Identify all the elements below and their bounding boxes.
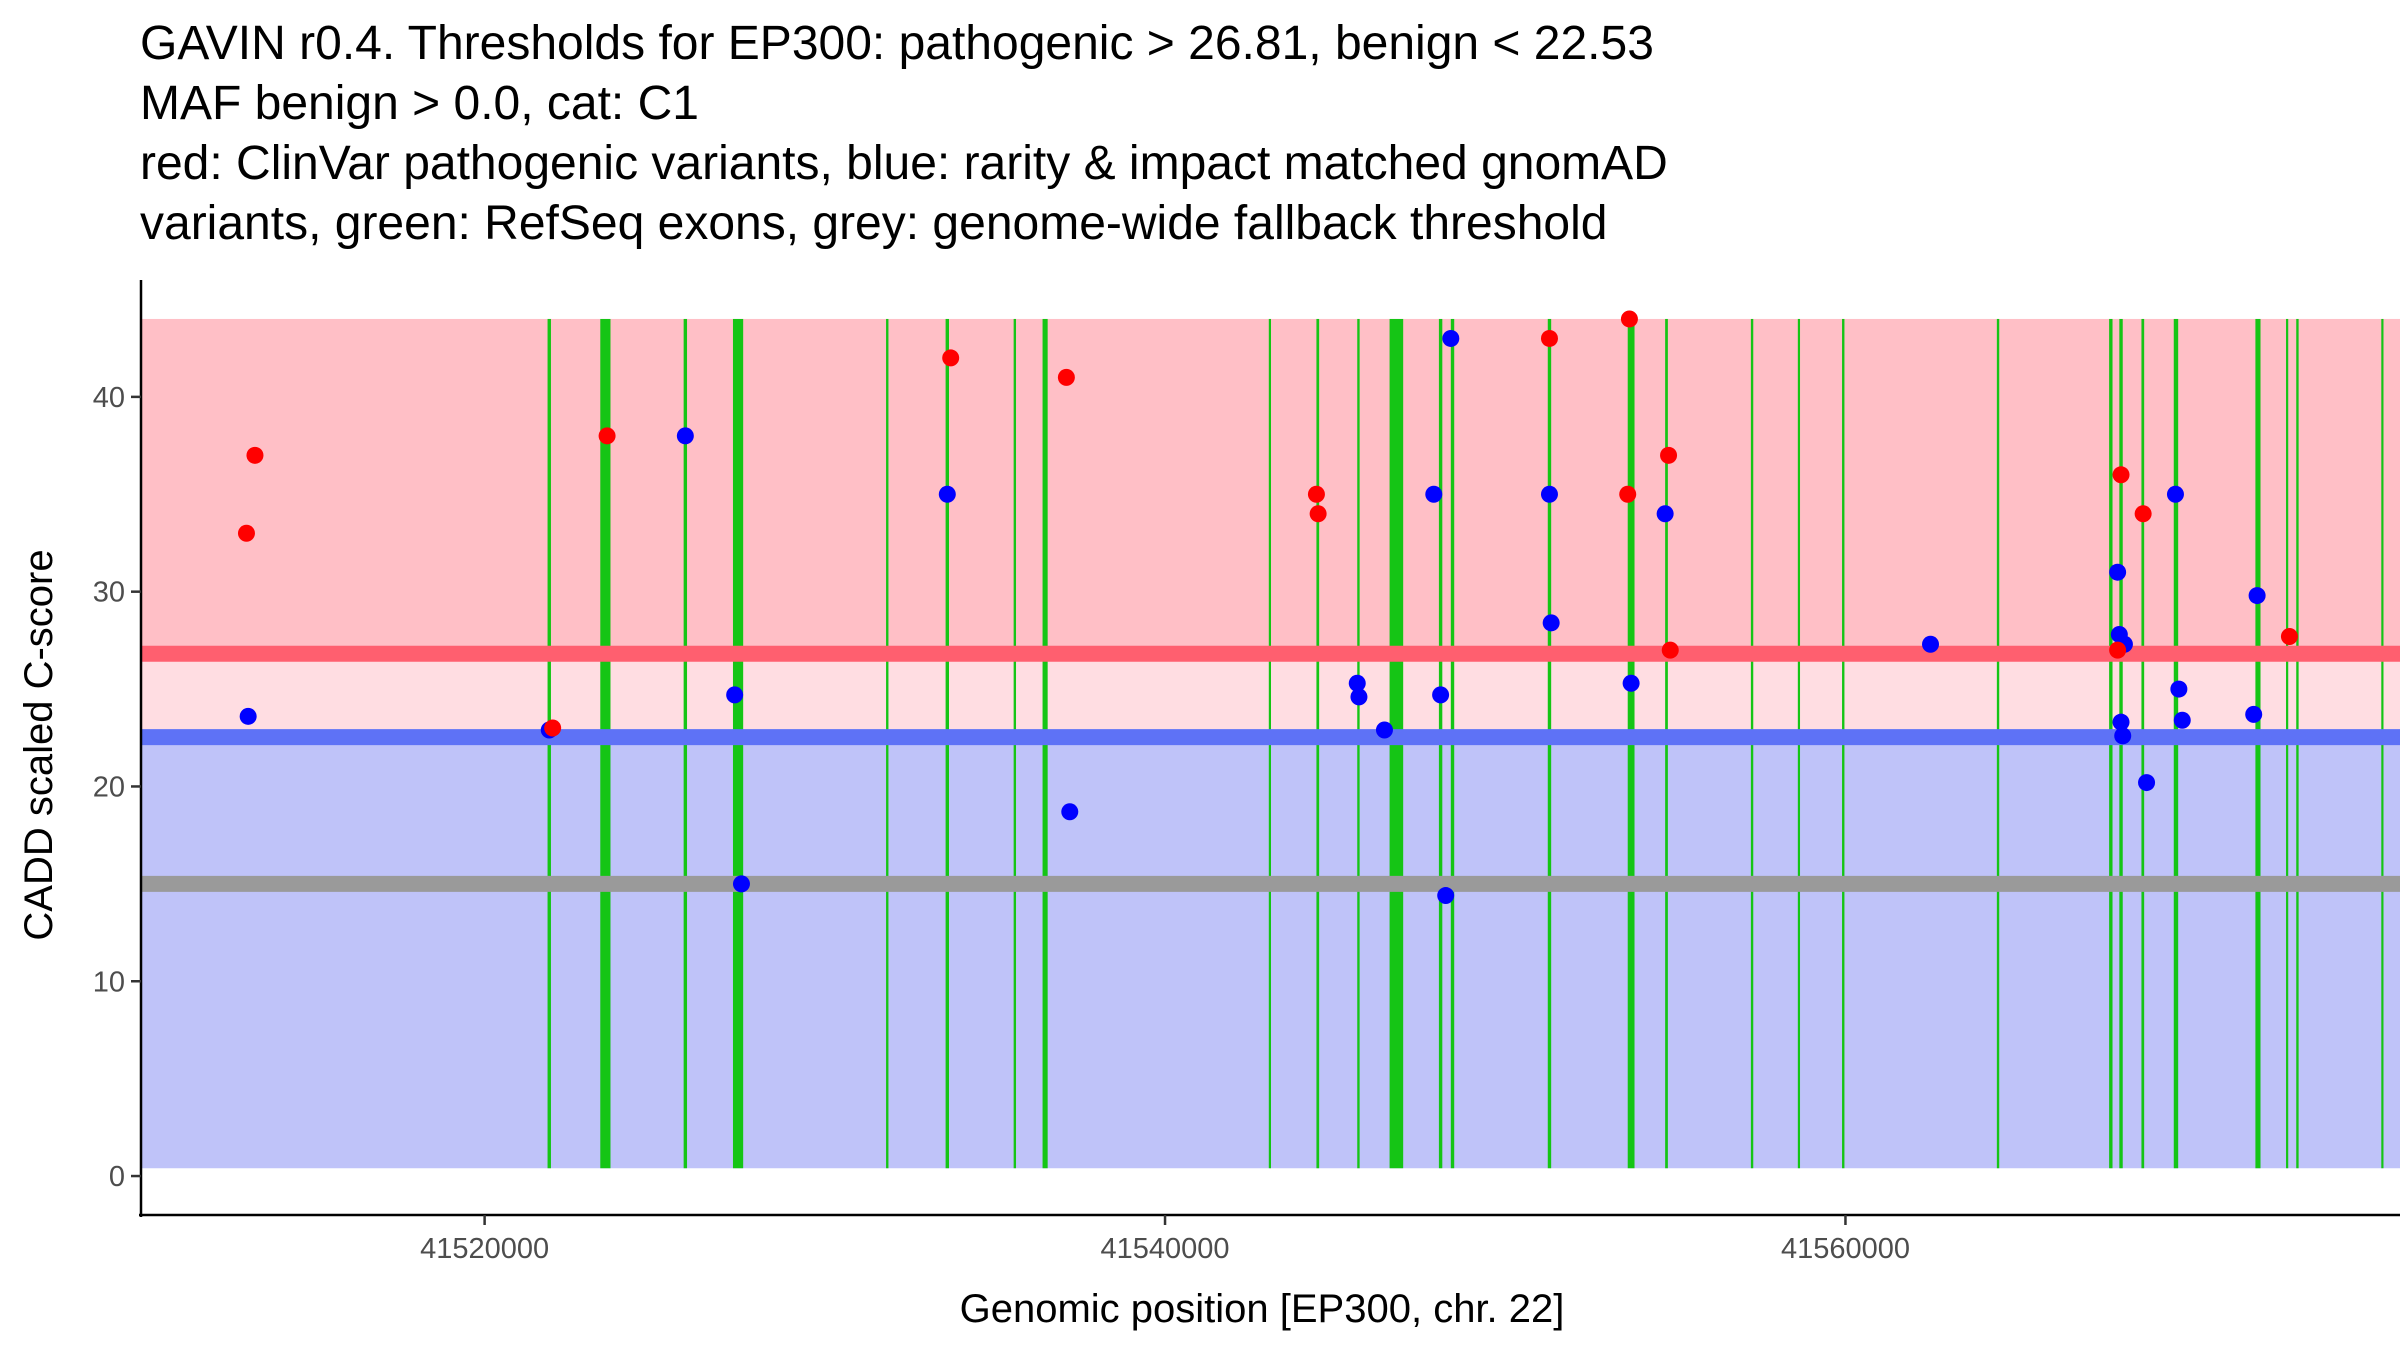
gnomad-variant-point	[2173, 711, 2191, 729]
y-axis-title: CADD scaled C-score	[17, 549, 61, 940]
title-line-3: red: ClinVar pathogenic variants, blue: …	[140, 137, 1668, 190]
y-tick-label: 20	[93, 771, 125, 803]
clinvar-variant-point	[2280, 627, 2298, 645]
gnomad-variant-point	[2170, 680, 2188, 698]
gnomad-variant-point	[2138, 774, 2156, 792]
clinvar-variant-point	[1307, 485, 1325, 503]
clinvar-variant-point	[544, 719, 562, 737]
gnomad-variant-point	[239, 707, 257, 725]
clinvar-variant-point	[1057, 368, 1075, 386]
gnomad-variant-point	[2245, 705, 2263, 723]
axes	[139, 280, 2400, 1217]
title-line-4: variants, green: RefSeq exons, grey: gen…	[140, 197, 1608, 250]
gnomad-variant-point	[1542, 614, 1560, 632]
gnomad-variant-point	[1922, 635, 1940, 653]
clinvar-variant-point	[2109, 641, 2127, 659]
y-tick-label: 0	[109, 1161, 125, 1193]
x-tick-label: 41560000	[1781, 1233, 1910, 1265]
clinvar-variant-point	[2134, 505, 2152, 523]
clinvar-variant-point	[246, 446, 264, 464]
gnomad-variant-point	[1425, 485, 1443, 503]
clinvar-variant-point	[1309, 505, 1327, 523]
gnomad-variant-point	[1348, 674, 1366, 692]
clinvar-variant-point	[1540, 329, 1558, 347]
gnomad-variant-point	[732, 875, 750, 893]
gnomad-variant-point	[1375, 721, 1393, 739]
clinvar-variant-point	[237, 524, 255, 542]
gnomad-variant-point	[1622, 674, 1640, 692]
gnomad-variant-point	[726, 686, 744, 704]
gnomad-variant-point	[1540, 485, 1558, 503]
title-line-1: GAVIN r0.4. Thresholds for EP300: pathog…	[140, 17, 1654, 70]
x-axis-title: Genomic position [EP300, chr. 22]	[960, 1287, 1565, 1331]
clinvar-variant-point	[1660, 446, 1678, 464]
clinvar-variant-point	[598, 427, 616, 445]
gnomad-variant-point	[1061, 803, 1079, 821]
title-line-2: MAF benign > 0.0, cat: C1	[140, 77, 699, 130]
gnomad-variant-point	[2114, 727, 2132, 745]
gnomad-variant-point	[1432, 686, 1450, 704]
chart-title: GAVIN r0.4. Thresholds for EP300: pathog…	[140, 14, 2340, 254]
x-tick-label: 41540000	[1101, 1233, 1230, 1265]
threshold-lines	[141, 645, 2400, 892]
y-tick-label: 40	[93, 382, 125, 414]
clinvar-variant-point	[2112, 466, 2130, 484]
gnomad-variant-point	[2112, 713, 2130, 731]
gnomad-variant-point	[2109, 563, 2127, 581]
clinvar-variant-point	[1619, 485, 1637, 503]
gnomad-variant-point	[1442, 329, 1460, 347]
clinvar-variant-point	[1661, 641, 1679, 659]
gnomad-variant-point	[938, 485, 956, 503]
clinvar-variant-point	[942, 349, 960, 367]
y-tick-label: 30	[93, 577, 125, 609]
gnomad-variant-point	[2248, 587, 2266, 605]
gnomad-variant-point	[676, 427, 694, 445]
gnomad-variant-point	[1656, 505, 1674, 523]
variant-points	[237, 310, 2298, 905]
gnomad-variant-point	[2166, 485, 2184, 503]
gnomad-variant-point	[1437, 887, 1455, 905]
gnomad-variant-point	[1350, 688, 1368, 706]
axis-ticks: 0 10 20 30 40 41520000 41540000 41560000	[93, 382, 1910, 1265]
y-tick-label: 10	[93, 966, 125, 998]
x-tick-label: 41520000	[420, 1233, 549, 1265]
clinvar-variant-point	[1620, 310, 1638, 328]
